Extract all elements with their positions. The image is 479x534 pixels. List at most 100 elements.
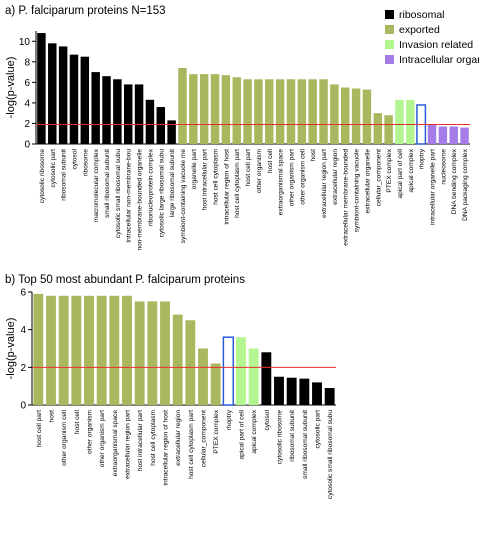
bar (69, 54, 79, 144)
x-tick-label: other organism part (99, 410, 106, 467)
bar (373, 113, 383, 144)
bar (221, 75, 231, 144)
x-tick-label: ribosomal subunit (289, 410, 296, 462)
bar (91, 72, 100, 144)
bar (145, 99, 155, 144)
y-tick-label: 2 (24, 119, 30, 130)
x-tick-label: cytosol (71, 148, 78, 169)
bar (160, 301, 170, 405)
x-tick-label: cytosol (264, 409, 271, 430)
x-tick-label: extracellular region part (125, 410, 132, 479)
x-tick-label: host cell part (245, 149, 252, 187)
bar (48, 43, 57, 145)
y-tick-label: 10 (19, 37, 31, 48)
x-tick-label: nucleosome (440, 149, 447, 185)
chart-title: a) P. falciparum proteins N=153 (5, 5, 166, 17)
x-tick-label: intracellular region of host (223, 149, 230, 225)
y-tick-label: 6 (24, 78, 30, 89)
bar (308, 79, 317, 144)
x-tick-label: ribosome (82, 149, 89, 176)
bar (261, 352, 272, 405)
x-tick-label: host cell (267, 148, 274, 173)
bar (243, 79, 252, 144)
x-tick-label: host cell cytoplasm part (234, 149, 241, 218)
bar (438, 126, 448, 144)
bar (80, 56, 90, 144)
bar (33, 293, 44, 405)
x-tick-label: small ribosomal subunit (302, 410, 309, 479)
x-tick-label: rhoptry (226, 409, 233, 430)
bar (185, 320, 196, 405)
bar (122, 295, 132, 405)
bar (286, 79, 296, 144)
x-tick-label: cellular_component (375, 149, 382, 206)
bar (286, 377, 297, 405)
bar (109, 295, 120, 405)
y-tick-label: 8 (24, 57, 30, 68)
bar (330, 84, 339, 144)
x-tick-label: small ribosomal subunit (104, 149, 111, 218)
x-tick-label: host cell cytoplasm part (188, 410, 195, 479)
x-tick-label: cytosolic ribosome (277, 410, 284, 465)
bar (189, 74, 198, 144)
x-tick-label: cytosolic small ribosomal subu (115, 149, 122, 238)
x-tick-label: host intracellular part (137, 410, 144, 471)
bar (96, 295, 107, 405)
x-tick-label: extracellular organelle (364, 149, 371, 214)
y-axis-label: -log(p-value) (5, 318, 17, 380)
x-tick-label: extracellular region part (321, 149, 328, 218)
x-tick-label: DNA bending complex (451, 148, 458, 214)
legend-label: ribosomal (399, 9, 445, 21)
bar (312, 382, 322, 405)
bar (37, 33, 46, 144)
bar (319, 79, 328, 144)
x-tick-label: extraorganismal space (112, 410, 119, 477)
x-tick-label: extraorganismal space (278, 149, 285, 216)
x-tick-label: extracellular region (332, 149, 339, 205)
bar (395, 99, 404, 144)
bar (134, 84, 144, 144)
x-tick-label: ribosomal subunit (61, 149, 68, 201)
bar (248, 348, 259, 405)
bar (58, 46, 68, 145)
bar (351, 88, 361, 144)
x-tick-label: host cell cytoplasm (150, 409, 157, 465)
x-tick-label: organelle part (191, 149, 198, 189)
bar (71, 295, 82, 405)
legend-label: Invasion related (399, 39, 473, 51)
bar (102, 76, 111, 144)
bar (199, 74, 209, 144)
x-tick-label: other organism (87, 409, 94, 453)
legend-label: exported (399, 24, 440, 36)
bar (254, 79, 263, 144)
x-tick-label: symbiont-containing vacuole (354, 149, 361, 233)
bar (275, 79, 285, 144)
legend-swatch (385, 10, 394, 19)
bar (210, 74, 220, 144)
legend-swatch (385, 55, 394, 64)
x-tick-label: symbiont-containing vacuole me (180, 149, 187, 244)
bar (449, 126, 458, 144)
bar (362, 89, 372, 144)
y-tick-label: 0 (20, 401, 26, 412)
bar (232, 77, 241, 144)
bar (340, 87, 350, 144)
x-tick-label: apical part of cell (397, 148, 404, 198)
x-tick-label: rhoptry (419, 148, 426, 169)
bar (134, 301, 145, 405)
legend-label: Intracellular organelles (399, 54, 479, 66)
bar (222, 336, 235, 406)
x-tick-label: apical complex (408, 148, 415, 192)
x-tick-label: intracellular region of host (163, 410, 170, 486)
x-tick-label: host intracellular part (202, 149, 209, 210)
bar (84, 295, 94, 405)
x-tick-label: host cell part (36, 410, 43, 448)
chart-title: b) Top 50 most abundant P. falciparum pr… (5, 274, 245, 286)
y-tick-label: 4 (20, 325, 26, 336)
x-tick-label: apical part of cell (239, 409, 246, 459)
x-tick-label: extracellular membrane-bounded (343, 149, 350, 246)
bar (274, 376, 284, 405)
bar (178, 67, 187, 144)
bar (46, 295, 56, 405)
legend-swatch (385, 40, 394, 49)
